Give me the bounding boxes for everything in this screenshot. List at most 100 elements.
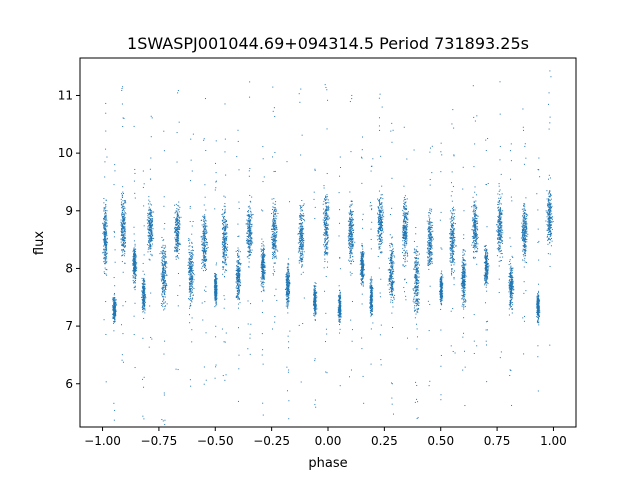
data-point: [105, 248, 107, 250]
data-point: [105, 204, 107, 206]
data-point: [147, 212, 149, 214]
data-point: [191, 341, 193, 343]
data-point: [115, 301, 117, 303]
data-point: [315, 303, 317, 305]
data-point: [176, 232, 178, 234]
data-point: [177, 239, 179, 241]
data-point: [273, 207, 275, 209]
data-point: [248, 170, 250, 172]
data-point: [326, 128, 328, 130]
data-point: [275, 236, 277, 238]
data-point: [143, 281, 145, 283]
data-point: [132, 257, 134, 259]
data-point: [325, 371, 327, 373]
data-point: [203, 253, 205, 255]
data-point: [263, 253, 265, 255]
data-point: [164, 264, 166, 266]
data-point: [214, 294, 216, 296]
data-point: [203, 257, 205, 259]
data-point: [124, 220, 126, 222]
data-point: [313, 312, 315, 314]
data-point: [104, 240, 106, 242]
data-point: [299, 248, 301, 250]
data-point: [144, 307, 146, 309]
data-point: [248, 205, 250, 207]
data-point: [226, 237, 228, 239]
data-point: [299, 253, 301, 255]
data-point: [223, 250, 225, 252]
data-point: [163, 261, 165, 263]
data-point: [213, 279, 215, 281]
data-point: [176, 161, 178, 163]
data-point: [190, 293, 192, 295]
data-point: [189, 379, 191, 381]
data-point: [286, 273, 288, 275]
data-point: [338, 235, 340, 237]
data-point: [247, 256, 249, 258]
data-point: [151, 234, 153, 236]
data-point: [248, 210, 250, 212]
data-point: [143, 296, 145, 298]
data-point: [149, 213, 151, 215]
data-point: [215, 289, 217, 291]
data-point: [177, 234, 179, 236]
data-point: [104, 252, 106, 254]
data-point: [299, 204, 301, 206]
data-point: [300, 236, 302, 238]
data-point: [247, 323, 249, 325]
data-point: [288, 369, 290, 371]
data-point: [223, 241, 225, 243]
data-point: [224, 240, 226, 242]
data-point: [142, 283, 144, 285]
data-point: [141, 306, 143, 308]
data-point: [314, 287, 316, 289]
data-point: [134, 250, 136, 252]
data-point: [262, 273, 264, 275]
data-point: [238, 275, 240, 277]
data-point: [263, 271, 265, 273]
data-point: [327, 248, 329, 250]
data-point: [133, 265, 135, 267]
data-point: [203, 225, 205, 227]
data-point: [224, 211, 226, 213]
data-point: [148, 244, 150, 246]
data-point: [299, 251, 301, 253]
data-point: [299, 244, 301, 246]
data-point: [214, 276, 216, 278]
data-point: [162, 246, 164, 248]
data-point: [275, 224, 277, 226]
data-point: [337, 309, 339, 311]
data-point: [105, 102, 107, 104]
data-point: [132, 269, 134, 271]
data-point: [287, 279, 289, 281]
data-point: [201, 262, 203, 264]
data-point: [163, 298, 165, 300]
data-point: [164, 264, 166, 266]
data-point: [203, 257, 205, 259]
data-point: [175, 224, 177, 226]
data-point: [250, 216, 252, 218]
data-point: [326, 209, 328, 211]
data-point: [191, 281, 193, 283]
data-point: [246, 242, 248, 244]
data-point: [150, 221, 152, 223]
data-point: [247, 214, 249, 216]
data-point: [215, 162, 217, 164]
data-point: [122, 216, 124, 218]
data-point: [150, 211, 152, 213]
data-point: [112, 312, 114, 314]
data-point: [249, 222, 251, 224]
data-point: [301, 220, 303, 222]
data-point: [274, 225, 276, 227]
data-point: [270, 236, 272, 238]
data-point: [326, 173, 328, 175]
data-point: [191, 170, 193, 172]
data-point: [203, 220, 205, 222]
data-point: [177, 209, 179, 211]
data-point: [162, 303, 164, 305]
data-point: [190, 266, 192, 268]
data-point: [222, 238, 224, 240]
data-point: [205, 286, 207, 288]
data-point: [189, 290, 191, 292]
data-point: [202, 244, 204, 246]
